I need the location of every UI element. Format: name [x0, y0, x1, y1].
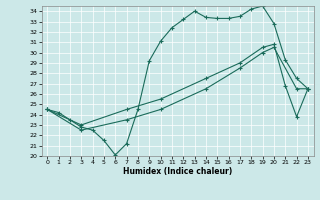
X-axis label: Humidex (Indice chaleur): Humidex (Indice chaleur)	[123, 167, 232, 176]
